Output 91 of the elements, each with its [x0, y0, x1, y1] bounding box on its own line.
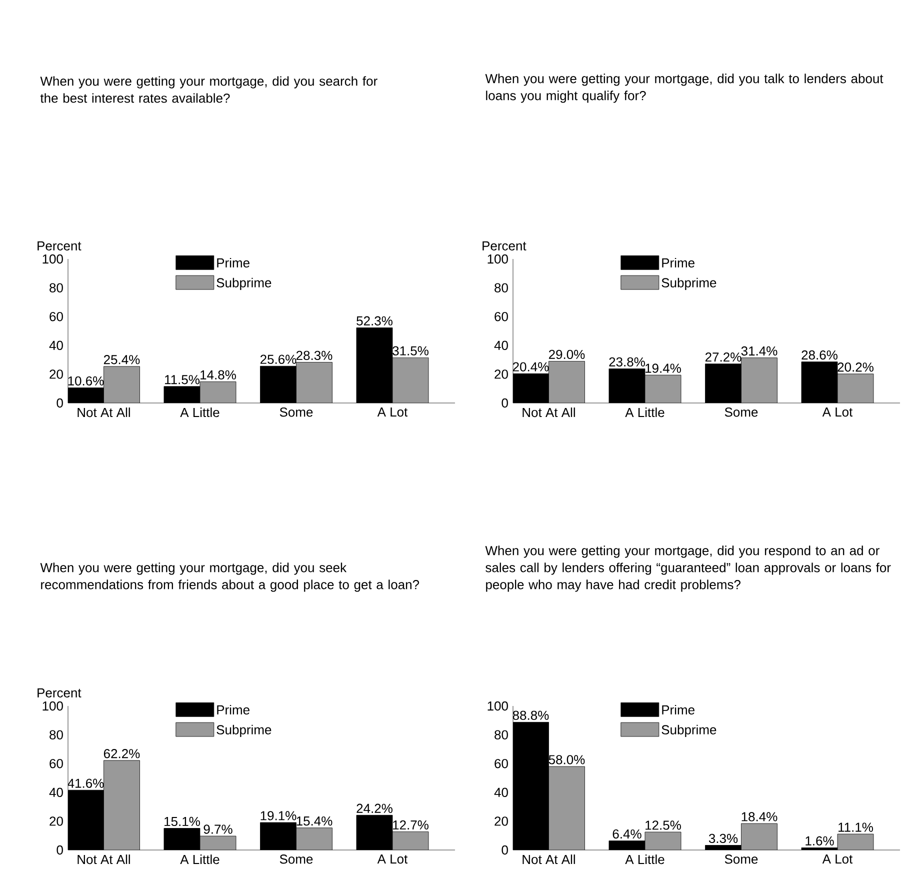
data-label: 12.7%: [393, 820, 428, 830]
y-tick-label: 40: [494, 340, 508, 350]
chart-title: When you were getting your mortgage, did you search for the best interest rates available?: [40, 76, 378, 103]
legend-label: Subprime: [662, 724, 716, 737]
data-label: 20.2%: [838, 362, 874, 372]
y-tick-label: 80: [50, 283, 63, 292]
x-tick-label: Not At All: [522, 408, 575, 418]
y-tick-label: 20: [50, 816, 63, 826]
bar: [104, 366, 140, 403]
data-label: 29.0%: [548, 350, 585, 360]
data-label: 25.4%: [104, 355, 140, 364]
y-tick-label: 20: [494, 370, 508, 379]
y-tick-label: 100: [42, 701, 63, 711]
bar: [200, 382, 236, 403]
data-label: 15.4%: [296, 816, 332, 826]
legend-label: Subprime: [216, 724, 272, 737]
data-label: 28.3%: [296, 350, 332, 360]
y-tick-label: 100: [42, 254, 63, 264]
data-label: 25.6%: [260, 354, 296, 364]
data-label: 24.2%: [356, 804, 392, 813]
data-label: 12.5%: [646, 820, 681, 830]
y-tick-label: 40: [494, 788, 508, 797]
y-axis-title: Percent: [38, 688, 82, 698]
x-tick-label: A Lot: [377, 854, 408, 864]
x-tick-label: Some: [724, 854, 758, 864]
y-tick-label: 20: [494, 816, 508, 826]
y-tick-label: 0: [502, 398, 508, 408]
x-tick-label: Some: [280, 854, 313, 864]
data-label: 11.5%: [165, 375, 200, 384]
y-tick-label: 80: [50, 730, 63, 740]
y-tick-label: 60: [50, 758, 63, 768]
y-tick-label: 40: [49, 788, 63, 797]
y-tick-label: 0: [56, 845, 63, 855]
y-tick-label: 20: [50, 370, 63, 379]
data-label: 19.1%: [260, 811, 296, 820]
x-tick-label: Some: [724, 408, 758, 417]
bar: [200, 836, 236, 850]
y-tick-label: 0: [56, 398, 63, 408]
x-tick-label: Not At All: [78, 408, 130, 418]
legend-label: Prime: [217, 258, 250, 268]
bar: [392, 832, 429, 850]
y-tick-label: 80: [494, 730, 508, 740]
data-label: 19.4%: [646, 364, 681, 373]
y-tick-label: 60: [494, 758, 508, 768]
x-tick-label: A Little: [625, 854, 664, 864]
x-tick-label: A Lot: [822, 854, 853, 864]
data-label: 15.1%: [164, 816, 200, 826]
bar: [392, 357, 429, 403]
y-tick-label: 100: [488, 701, 508, 711]
data-label: 27.2%: [705, 352, 742, 362]
data-label: 3.3%: [708, 834, 738, 844]
legend-label: Subprime: [216, 278, 272, 290]
y-tick-label: 80: [494, 283, 508, 292]
data-label: 88.8%: [512, 710, 549, 720]
data-label: 52.3%: [356, 316, 392, 326]
x-tick-label: A Lot: [377, 408, 408, 417]
chart-title: When you were getting your mortgage, did you talk to lenders about loans you might qualify for?: [485, 74, 884, 103]
chart-title: When you were getting your mortgage, did you seek recommendations from friends about a good place to get a loan?: [40, 562, 420, 592]
data-label: 28.6%: [802, 350, 838, 360]
bar: [104, 760, 140, 850]
y-tick-label: 60: [494, 312, 508, 322]
bar: [296, 828, 332, 850]
x-tick-label: A Lot: [822, 408, 853, 417]
x-tick-label: A Little: [180, 854, 220, 864]
data-label: 1.6%: [806, 836, 834, 846]
y-tick-label: 0: [502, 845, 508, 855]
x-tick-label: Some: [280, 408, 313, 417]
x-tick-label: A Little: [180, 408, 220, 418]
legend-label: Prime: [217, 704, 250, 714]
y-tick-label: 100: [488, 254, 508, 264]
data-label: 23.8%: [609, 357, 645, 367]
chart-title: When you were getting your mortgage, did you respond to an ad or sales call by lenders offering “guaranteed” loan approvals or loans for people who may have had credit problems?: [485, 546, 891, 592]
data-label: 9.7%: [204, 824, 232, 834]
data-label: 18.4%: [742, 812, 778, 822]
data-label: 31.5%: [392, 346, 428, 356]
y-tick-label: 40: [49, 340, 63, 350]
legend-label: Subprime: [662, 278, 716, 290]
data-label: 31.4%: [741, 346, 778, 356]
legend-label: Prime: [662, 258, 694, 268]
x-tick-label: Not At All: [522, 854, 575, 864]
bar: [296, 362, 332, 403]
y-tick-label: 60: [50, 312, 63, 322]
data-label: 62.2%: [104, 749, 140, 758]
x-tick-label: Not At All: [78, 854, 130, 864]
y-axis-title: Percent: [38, 241, 82, 250]
data-label: 6.4%: [612, 829, 642, 839]
legend-label: Prime: [662, 704, 694, 714]
y-axis-title: Percent: [482, 241, 526, 250]
data-label: 14.8%: [200, 370, 236, 380]
data-label: 11.1%: [838, 822, 873, 832]
x-tick-label: A Little: [625, 408, 664, 418]
